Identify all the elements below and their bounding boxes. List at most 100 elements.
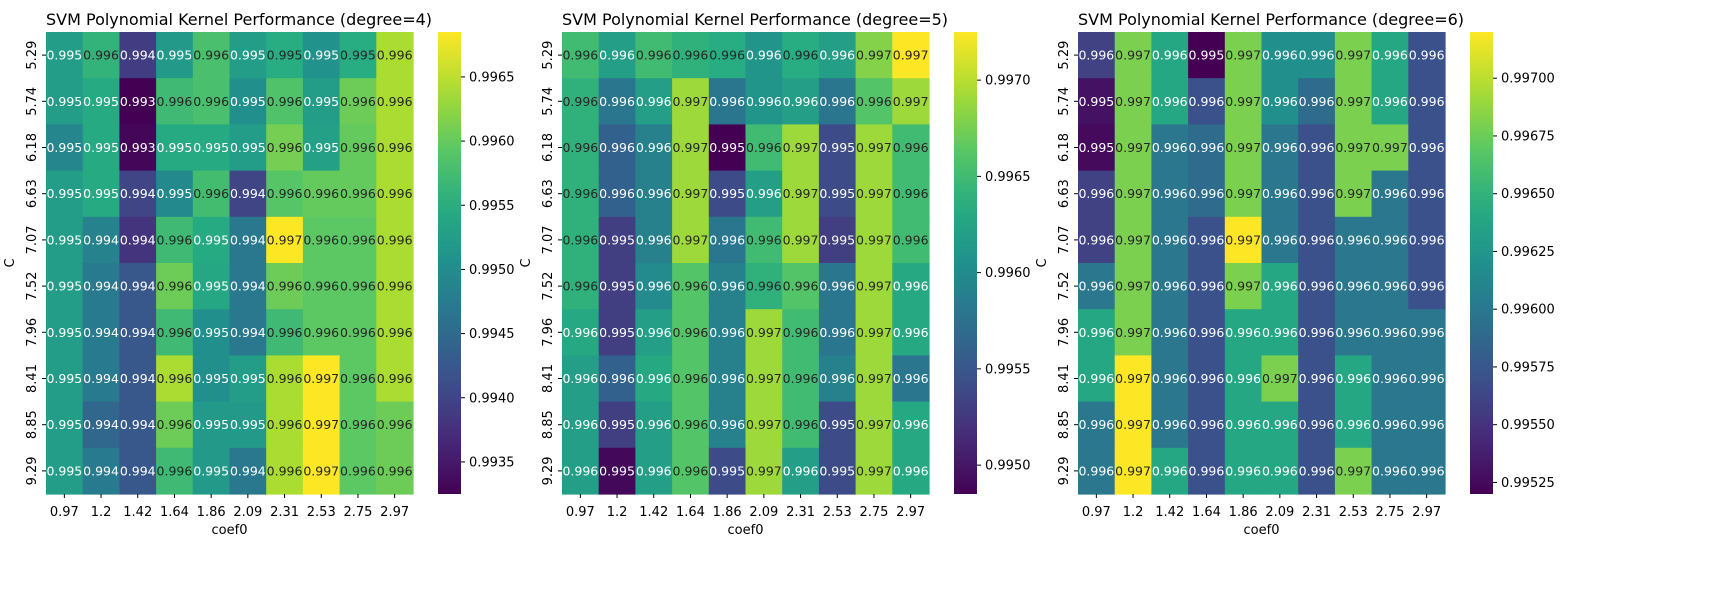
heatmap-cell: [672, 447, 710, 495]
cell-label: 0.996: [1299, 48, 1335, 63]
cell-label: 0.997: [893, 48, 929, 63]
y-tick-label: 6.18: [25, 133, 40, 162]
heatmap-cell: [156, 32, 194, 79]
colorbar-tick-label: 0.99700: [1501, 72, 1555, 87]
cell-label: 0.996: [562, 463, 598, 478]
colorbar: [1470, 32, 1493, 494]
cell-label: 0.997: [673, 94, 709, 109]
heatmap-cell: [339, 78, 377, 125]
y-tick-label: 5.29: [25, 41, 40, 70]
y-tick-label: 7.96: [1057, 318, 1072, 347]
colorbar: [438, 32, 461, 494]
cell-label: 0.996: [1262, 48, 1298, 63]
heatmap-cell: [1371, 263, 1409, 310]
heatmap-cell: [192, 447, 231, 495]
heatmap-cell: [672, 355, 710, 403]
cell-label: 0.995: [303, 140, 339, 155]
heatmap-cell: [266, 78, 304, 125]
cell-label: 0.997: [1335, 463, 1371, 478]
cell-label: 0.996: [267, 371, 303, 386]
heatmap-cell: [818, 124, 857, 172]
heatmap-cell: [1408, 355, 1446, 403]
heatmap-cell: [1298, 32, 1336, 79]
heatmap-cell: [1078, 124, 1116, 172]
cell-label: 0.996: [893, 140, 929, 155]
colorbar-tick-label: 0.99525: [1501, 476, 1555, 491]
heatmap-cell: [1371, 170, 1409, 218]
cell-label: 0.997: [303, 371, 339, 386]
cell-label: 0.996: [1078, 463, 1114, 478]
cell-label: 0.997: [1335, 94, 1371, 109]
cell-label: 0.996: [1225, 417, 1261, 432]
cell-label: 0.997: [1335, 48, 1371, 63]
heatmap-cell: [672, 216, 710, 264]
heatmap-cell: [229, 32, 267, 79]
heatmap-cell: [339, 447, 377, 495]
heatmap-cell: [708, 170, 747, 218]
cell-label: 0.996: [157, 232, 193, 247]
heatmap-cell: [46, 170, 84, 218]
cell-label: 0.994: [230, 279, 266, 294]
heatmap-cell: [192, 355, 231, 403]
cell-label: 0.995: [83, 94, 119, 109]
heatmap-cell: [708, 355, 747, 403]
cell-label: 0.996: [709, 94, 745, 109]
cell-label: 0.994: [83, 417, 119, 432]
colorbar-tick-label: 0.9960: [469, 135, 515, 150]
cell-label: 0.996: [562, 186, 598, 201]
x-tick-label: 1.64: [676, 505, 705, 520]
cell-label: 0.995: [46, 186, 82, 201]
x-tick-label: 1.42: [1155, 505, 1184, 520]
cell-label: 0.996: [1152, 279, 1188, 294]
cell-label: 0.997: [746, 463, 782, 478]
cell-label: 0.995: [819, 186, 855, 201]
heatmap-cell: [708, 401, 747, 449]
cell-label: 0.997: [1115, 463, 1151, 478]
heatmap-cell: [1151, 355, 1189, 403]
y-tick-label: 5.74: [541, 87, 556, 116]
x-tick-label: 0.97: [50, 505, 79, 520]
y-tick-label: 7.96: [541, 318, 556, 347]
cell-label: 0.996: [1078, 325, 1114, 340]
heatmap-cell: [192, 78, 231, 125]
cell-label: 0.996: [267, 279, 303, 294]
cell-label: 0.995: [230, 48, 266, 63]
cell-label: 0.996: [783, 279, 819, 294]
heatmap-cell: [1224, 401, 1263, 449]
heatmap-cell: [46, 355, 84, 403]
heatmap-panel-2: 0.996 0.996 0.996 0.996 0.996 0.996 0.996 0.996…: [519, 10, 1031, 538]
cell-label: 0.994: [120, 279, 156, 294]
y-tick-label: 7.52: [25, 272, 40, 301]
x-tick-label: 1.2: [607, 505, 628, 520]
cell-label: 0.996: [1225, 463, 1261, 478]
cell-label: 0.997: [673, 232, 709, 247]
cell-label: 0.996: [1225, 325, 1261, 340]
heatmap-cell: [745, 263, 783, 310]
y-tick-label: 7.07: [541, 225, 556, 254]
colorbar-tick-label: 0.9950: [985, 459, 1031, 474]
heatmap-cell: [229, 309, 267, 356]
x-tick-label: 2.75: [1375, 505, 1404, 520]
heatmap-cell: [229, 216, 267, 264]
cell-label: 0.996: [1262, 94, 1298, 109]
heatmap-cell: [1188, 170, 1226, 218]
heatmap-cell: [46, 309, 84, 356]
cell-label: 0.995: [46, 279, 82, 294]
y-tick-label: 5.74: [1057, 87, 1072, 116]
heatmap-cell: [1334, 401, 1373, 449]
colorbar-tick-label: 0.9955: [469, 199, 515, 214]
heatmap-cell: [562, 124, 600, 172]
cell-label: 0.995: [46, 48, 82, 63]
heatmap-cell: [376, 170, 414, 218]
heatmap-cell: [1078, 401, 1116, 449]
y-tick-label: 6.63: [1057, 179, 1072, 208]
heatmap-cell: [1188, 78, 1226, 125]
cell-label: 0.996: [1189, 371, 1225, 386]
cell-label: 0.996: [636, 371, 672, 386]
cell-label: 0.996: [1189, 279, 1225, 294]
cell-label: 0.995: [193, 463, 229, 478]
cell-label: 0.996: [1299, 94, 1335, 109]
heatmap-cell: [855, 401, 893, 449]
x-tick-label: 2.09: [1265, 505, 1294, 520]
cell-label: 0.993: [120, 94, 156, 109]
